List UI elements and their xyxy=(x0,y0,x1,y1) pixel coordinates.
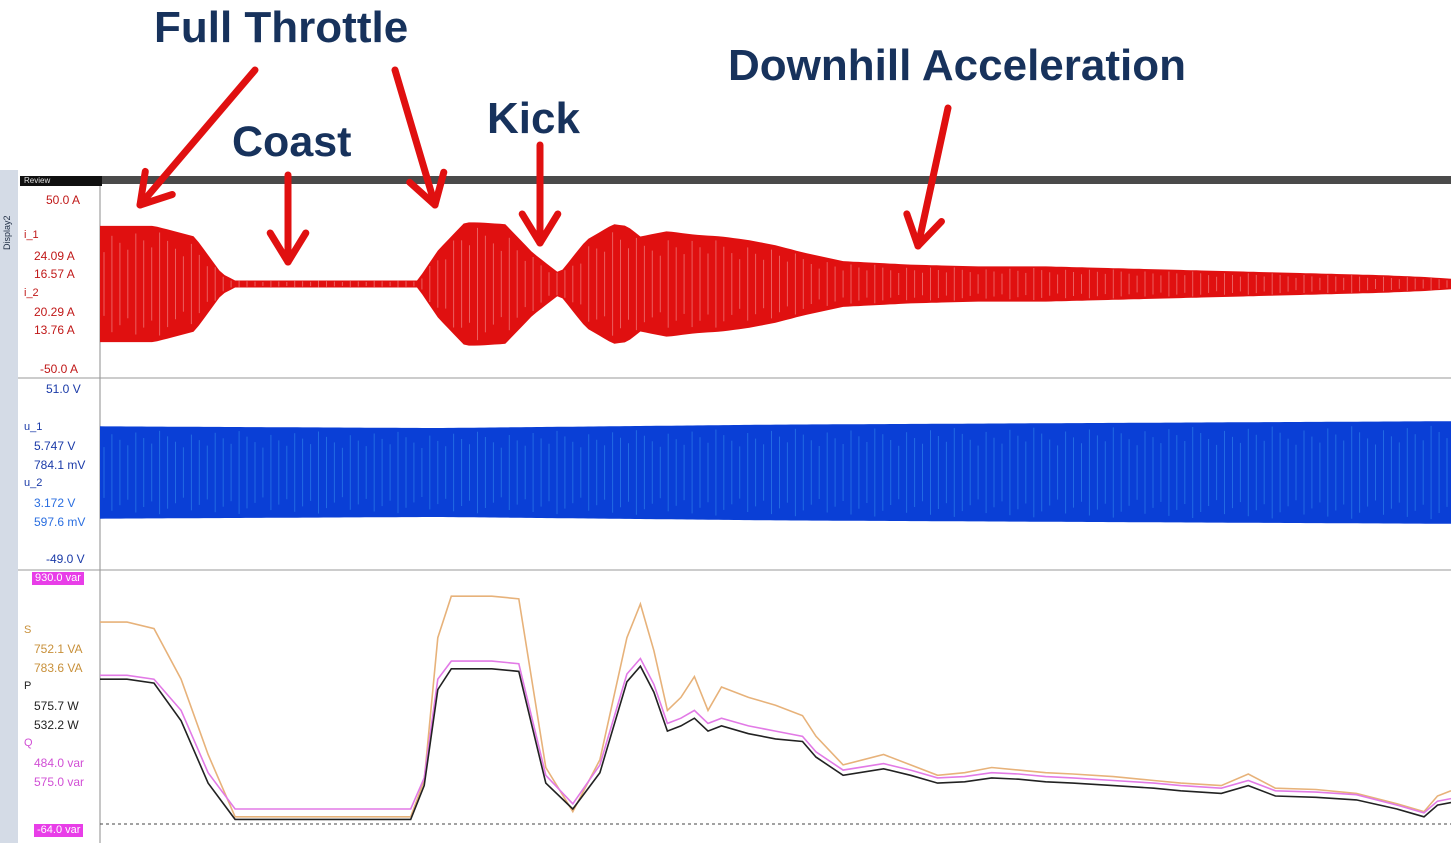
voltage-max-label: 51.0 V xyxy=(46,382,81,396)
series-q-line xyxy=(100,657,1451,814)
arrow-throttle-second-shaft xyxy=(391,66,439,209)
i1-channel-name: i_1 xyxy=(24,229,39,241)
u1-value-2: 784.1 mV xyxy=(34,458,86,472)
s-channel-name: S xyxy=(24,624,32,636)
power-max-tag: 930.0 var xyxy=(32,572,84,585)
arrow-coast-head xyxy=(266,229,310,266)
series-s-line xyxy=(100,595,1451,818)
arrow-kick-head xyxy=(518,210,562,247)
annotation-downhill-acceleration: Downhill Acceleration xyxy=(728,41,1187,90)
arrow-downhill-head xyxy=(903,210,945,250)
i2-value-1: 20.29 A xyxy=(34,305,75,319)
current-envelope-fill xyxy=(100,222,1451,346)
annotation-kick: Kick xyxy=(487,94,580,143)
p-value-1: 575.7 W xyxy=(34,699,79,713)
current-waveform xyxy=(100,222,1451,346)
arrow-full-throttle-shaft xyxy=(136,66,259,209)
voltage-waveform xyxy=(100,421,1451,524)
voltage-min-label: -49.0 V xyxy=(46,552,85,566)
u2-channel-name: u_2 xyxy=(24,477,43,489)
i2-channel-name: i_2 xyxy=(24,287,39,299)
p-channel-name: P xyxy=(24,680,32,692)
i1-value-1: 24.09 A xyxy=(34,249,75,263)
u2-value-2: 597.6 mV xyxy=(34,515,86,529)
i2-value-2: 13.76 A xyxy=(34,323,75,337)
current-max-label: 50.0 A xyxy=(46,193,81,207)
u2-value-1: 3.172 V xyxy=(34,496,76,510)
annotation-full-throttle: Full Throttle xyxy=(154,3,409,52)
top-bar xyxy=(100,176,1451,184)
current-min-label: -50.0 A xyxy=(40,362,79,376)
display-label: Display2 xyxy=(2,215,12,250)
p-value-2: 532.2 W xyxy=(34,718,79,732)
q-value-1: 484.0 var xyxy=(34,756,85,770)
side-strip xyxy=(0,170,18,843)
annotation-arrows xyxy=(136,66,952,266)
s-value-2: 783.6 VA xyxy=(34,661,83,675)
u1-channel-name: u_1 xyxy=(24,421,43,433)
arrow-throttle-second-head xyxy=(406,168,448,209)
series-p-line xyxy=(100,664,1451,821)
power-min-tag: -64.0 var xyxy=(34,824,84,837)
annotation-coast: Coast xyxy=(232,118,352,166)
arrow-full-throttle-head xyxy=(136,167,176,209)
q-channel-name: Q xyxy=(24,737,33,749)
review-label: Review xyxy=(20,176,102,186)
u1-value-1: 5.747 V xyxy=(34,439,76,453)
q-value-2: 575.0 var xyxy=(34,775,85,789)
s-value-1: 752.1 VA xyxy=(34,642,83,656)
arrow-downhill-shaft xyxy=(914,104,952,250)
i1-value-2: 16.57 A xyxy=(34,267,75,281)
power-traces xyxy=(100,595,1451,821)
